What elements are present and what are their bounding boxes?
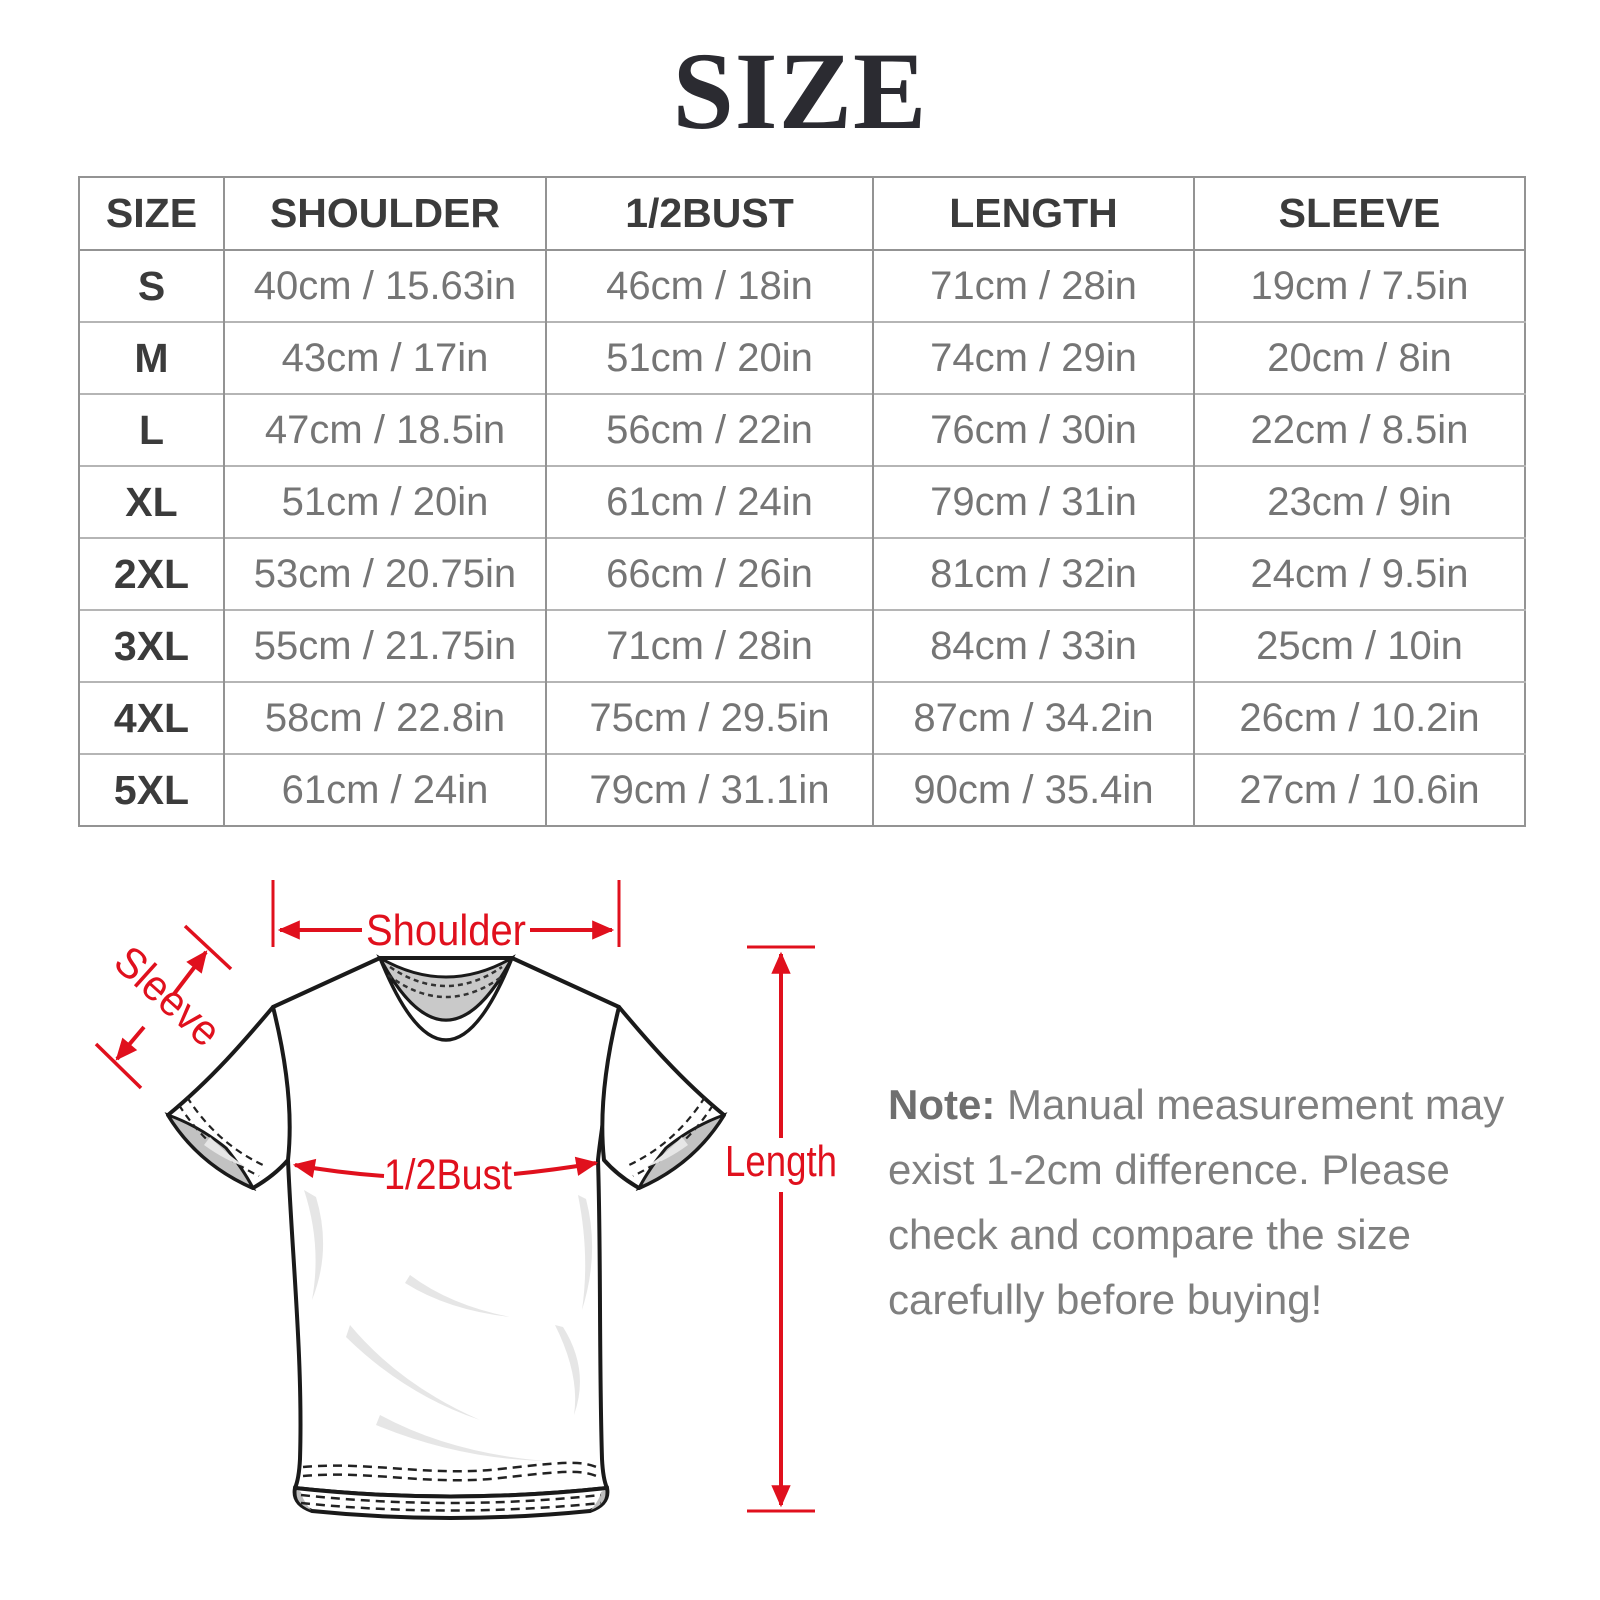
header-row: SIZE SHOULDER 1/2BUST LENGTH SLEEVE <box>78 177 1525 251</box>
shoulder-dimension <box>271 880 621 947</box>
size-chart-table: SIZE SHOULDER 1/2BUST LENGTH SLEEVE S 40… <box>78 176 1526 827</box>
size-cell: XL <box>78 465 224 538</box>
sleeve-cell: 25cm / 10in <box>1193 609 1525 682</box>
right-sleeve <box>600 1005 728 1192</box>
length-cell: 90cm / 35.4in <box>872 753 1194 826</box>
table-row: XL 51cm / 20in 61cm / 24in 79cm / 31in 2… <box>78 465 1525 538</box>
left-sleeve <box>164 1005 292 1192</box>
table-row: S 40cm / 15.63in 46cm / 18in 71cm / 28in… <box>78 249 1525 322</box>
length-cell: 84cm / 33in <box>872 609 1194 682</box>
tshirt-measurement-diagram: Shoulder Sleeve 1/2Bust Length <box>94 880 837 1520</box>
note-text: Note: Manual measurement may exist 1-2cm… <box>888 1072 1508 1332</box>
length-cell: 76cm / 30in <box>872 393 1194 466</box>
shoulder-cell: 47cm / 18.5in <box>223 393 546 466</box>
size-cell: 3XL <box>78 609 224 682</box>
bust-cell: 71cm / 28in <box>545 609 873 682</box>
bust-label: 1/2Bust <box>384 1151 512 1199</box>
note-line: Note: Manual measurement may <box>888 1081 1505 1128</box>
length-cell: 74cm / 29in <box>872 321 1194 394</box>
column-header-shoulder: SHOULDER <box>223 177 546 251</box>
note-line: check and compare the size <box>888 1211 1411 1258</box>
size-cell: 4XL <box>78 681 224 754</box>
table-row: 5XL 61cm / 24in 79cm / 31.1in 90cm / 35.… <box>78 753 1525 826</box>
hem-stitches <box>300 1461 602 1512</box>
note-line: exist 1-2cm difference. Please <box>888 1146 1450 1193</box>
table-row: 2XL 53cm / 20.75in 66cm / 26in 81cm / 32… <box>78 537 1525 610</box>
table-row: M 43cm / 17in 51cm / 20in 74cm / 29in 20… <box>78 321 1525 394</box>
table-row: L 47cm / 18.5in 56cm / 22in 76cm / 30in … <box>78 393 1525 466</box>
bust-cell: 66cm / 26in <box>545 537 873 610</box>
shoulder-cell: 58cm / 22.8in <box>223 681 546 754</box>
sleeve-cell: 27cm / 10.6in <box>1193 753 1525 826</box>
collar <box>376 954 516 1042</box>
shoulder-cell: 51cm / 20in <box>223 465 546 538</box>
column-header-size: SIZE <box>78 177 224 251</box>
size-cell: L <box>78 393 224 466</box>
length-cell: 71cm / 28in <box>872 249 1194 322</box>
sleeve-cell: 22cm / 8.5in <box>1193 393 1525 466</box>
size-cell: S <box>78 249 224 322</box>
tshirt-body <box>271 956 621 1520</box>
left-cuff <box>164 1112 257 1192</box>
length-cell: 79cm / 31in <box>872 465 1194 538</box>
shoulder-cell: 53cm / 20.75in <box>223 537 546 610</box>
page-title: SIZE <box>672 30 928 152</box>
sleeve-cell: 23cm / 9in <box>1193 465 1525 538</box>
shoulder-cell: 43cm / 17in <box>223 321 546 394</box>
shoulder-cell: 40cm / 15.63in <box>223 249 546 322</box>
bust-cell: 46cm / 18in <box>545 249 873 322</box>
size-cell: M <box>78 321 224 394</box>
sleeve-cell: 20cm / 8in <box>1193 321 1525 394</box>
bust-cell: 75cm / 29.5in <box>545 681 873 754</box>
sleeve-label: Sleeve <box>105 937 230 1056</box>
bust-cell: 61cm / 24in <box>545 465 873 538</box>
column-header-length: LENGTH <box>872 177 1194 251</box>
note-line: carefully before buying! <box>888 1276 1323 1323</box>
collar-stitches <box>387 965 505 999</box>
length-dimension <box>747 945 815 1513</box>
shoulder-label: Shoulder <box>366 906 526 955</box>
length-label: Length <box>725 1137 837 1186</box>
length-cell: 81cm / 32in <box>872 537 1194 610</box>
size-cell: 5XL <box>78 753 224 826</box>
right-cuff <box>635 1112 728 1192</box>
bust-cell: 56cm / 22in <box>545 393 873 466</box>
sleeve-cell: 26cm / 10.2in <box>1193 681 1525 754</box>
length-cell: 87cm / 34.2in <box>872 681 1194 754</box>
table-row: 3XL 55cm / 21.75in 71cm / 28in 84cm / 33… <box>78 609 1525 682</box>
size-cell: 2XL <box>78 537 224 610</box>
sleeve-dimension <box>94 924 233 1090</box>
table-row: 4XL 58cm / 22.8in 75cm / 29.5in 87cm / 3… <box>78 681 1525 754</box>
bust-cell: 51cm / 20in <box>545 321 873 394</box>
sleeve-cell: 19cm / 7.5in <box>1193 249 1525 322</box>
bust-dimension <box>292 1156 599 1178</box>
column-header-sleeve: SLEEVE <box>1193 177 1525 251</box>
wrinkle-shading <box>204 1137 688 1461</box>
note-label: Note: <box>888 1081 996 1128</box>
shoulder-cell: 61cm / 24in <box>223 753 546 826</box>
shoulder-cell: 55cm / 21.75in <box>223 609 546 682</box>
column-header-bust: 1/2BUST <box>545 177 873 251</box>
sleeve-cell: 24cm / 9.5in <box>1193 537 1525 610</box>
bust-cell: 79cm / 31.1in <box>545 753 873 826</box>
